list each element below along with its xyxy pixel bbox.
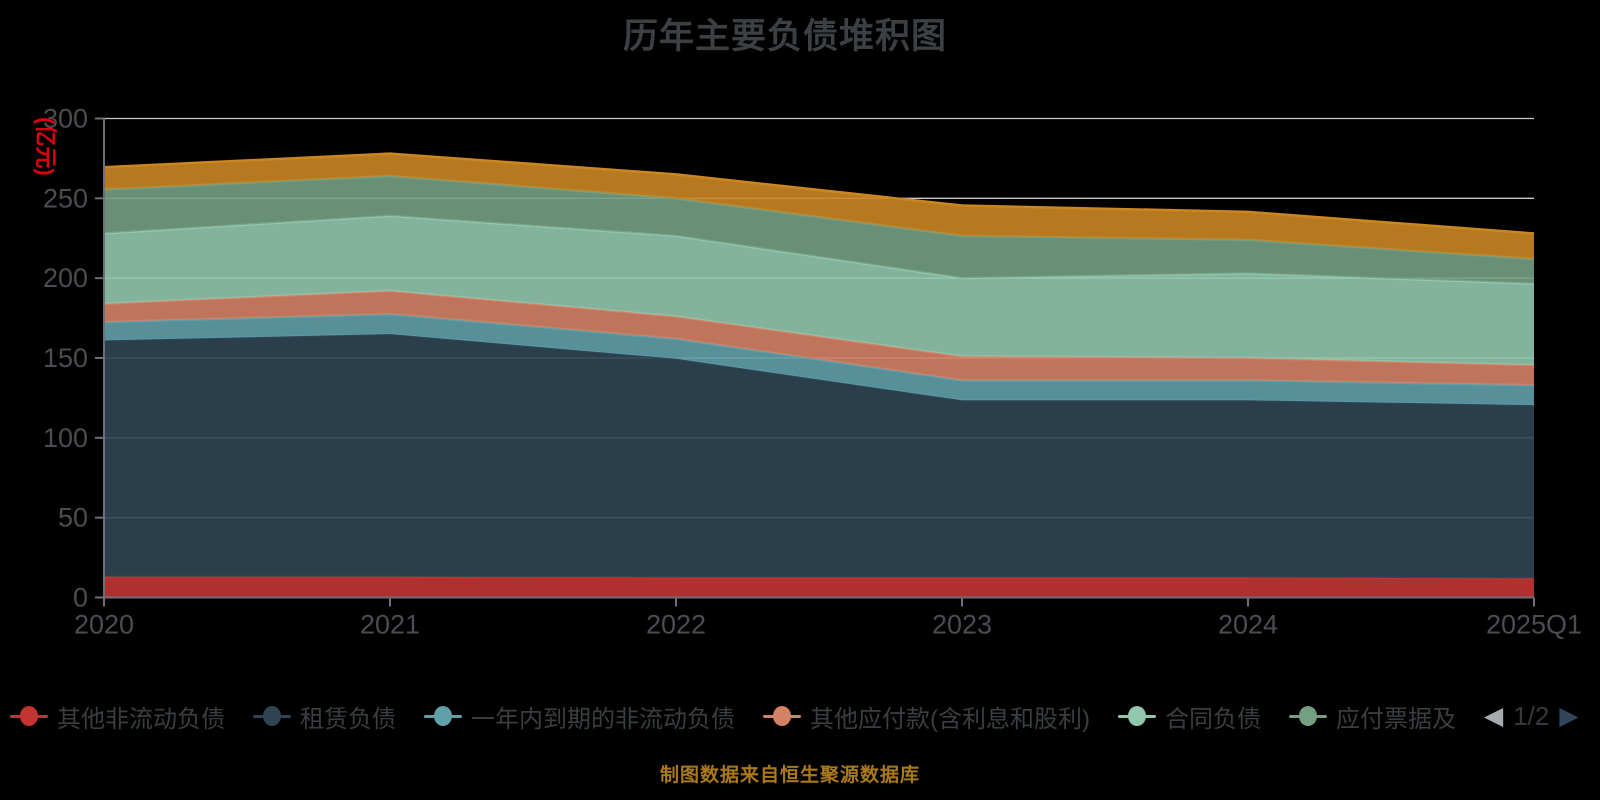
legend-page-indicator: 1/2 (1513, 700, 1550, 731)
axis-labels: 0 50 100 150 200 250 300 2020 2021 2022 2023 2024 20… (43, 104, 1582, 640)
data-source-note: 制图数据来自恒生聚源数据库 (659, 765, 920, 786)
legend-item-label: 其他应付款(含利息和股利) (810, 705, 1090, 733)
legend-item-2[interactable]: 租赁负债 (253, 699, 396, 734)
area-series-7 (104, 153, 1534, 260)
axes (95, 117, 1535, 607)
legend-series-marker-icon (424, 705, 462, 727)
stacked-areas (103, 152, 1535, 598)
area-series-7-edge-line (103, 152, 1535, 235)
legend-item-label: 其他非流动负债 (57, 705, 225, 733)
legend-series-marker-icon (1117, 705, 1156, 727)
area-series-4-edge-line (103, 289, 1535, 367)
legend-series-marker-icon (1288, 705, 1327, 727)
legend-series-marker-icon (10, 705, 48, 727)
area-series-1 (104, 576, 1534, 598)
legend-series-marker-icon (763, 705, 801, 727)
legend-item-label: 合同负债 (1164, 705, 1261, 733)
x-axis-tick-label: 2025Q1 (1486, 610, 1582, 640)
x-axis-tick-label: 2021 (360, 610, 420, 640)
legend-item-5[interactable]: 合同负债 (1117, 699, 1261, 734)
area-series-3-edge-line (103, 312, 1535, 387)
area-series-5 (104, 215, 1534, 366)
chart-title: 历年主要负债堆积图 (622, 17, 947, 56)
legend-item-6[interactable]: 应付票据及 (1288, 699, 1456, 734)
x-axis-tick-label: 2022 (646, 610, 706, 640)
stacked-area-plot: 0 50 100 150 200 250 300 2020 2021 2022 2023 2024 20… (43, 104, 1582, 640)
x-axis-tick-label: 2023 (932, 610, 992, 640)
legend-item-label: 应付票据及 (1335, 705, 1456, 733)
legend-item-4[interactable]: 其他应付款(含利息和股利) (763, 699, 1090, 734)
legend-pager: ◀ 1/2 ▶ (1484, 701, 1579, 732)
y-axis-tick-label: 100 (43, 423, 88, 453)
legend-item-3[interactable]: 一年内到期的非流动负债 (424, 699, 735, 734)
legend-next-page-icon[interactable]: ▶ (1559, 701, 1579, 730)
legend: 其他非流动负债 租赁负债 一年内到期的非流动负债 其他应付款(含利息和股利) 合同负债 应… (10, 697, 1579, 735)
y-axis-tick-label: 250 (43, 183, 88, 213)
legend-item-1[interactable]: 其他非流动负债 (10, 699, 225, 734)
x-axis-tick-label: 2024 (1218, 610, 1278, 640)
y-axis-tick-label: 300 (43, 104, 88, 134)
area-series-4 (104, 290, 1534, 386)
y-axis-tick-label: 0 (73, 583, 88, 613)
x-axis-tick-label: 2020 (74, 610, 134, 640)
legend-item-label: 一年内到期的非流动负债 (471, 705, 735, 733)
y-axis-tick-label: 200 (43, 263, 88, 293)
legend-item-label: 租赁负债 (300, 705, 396, 733)
legend-series-marker-icon (253, 705, 291, 727)
y-axis-tick-label: 150 (43, 343, 88, 373)
area-series-2 (104, 334, 1534, 579)
legend-prev-page-icon[interactable]: ◀ (1483, 701, 1504, 730)
y-axis-tick-label: 50 (58, 503, 88, 533)
area-series-6 (104, 175, 1534, 284)
